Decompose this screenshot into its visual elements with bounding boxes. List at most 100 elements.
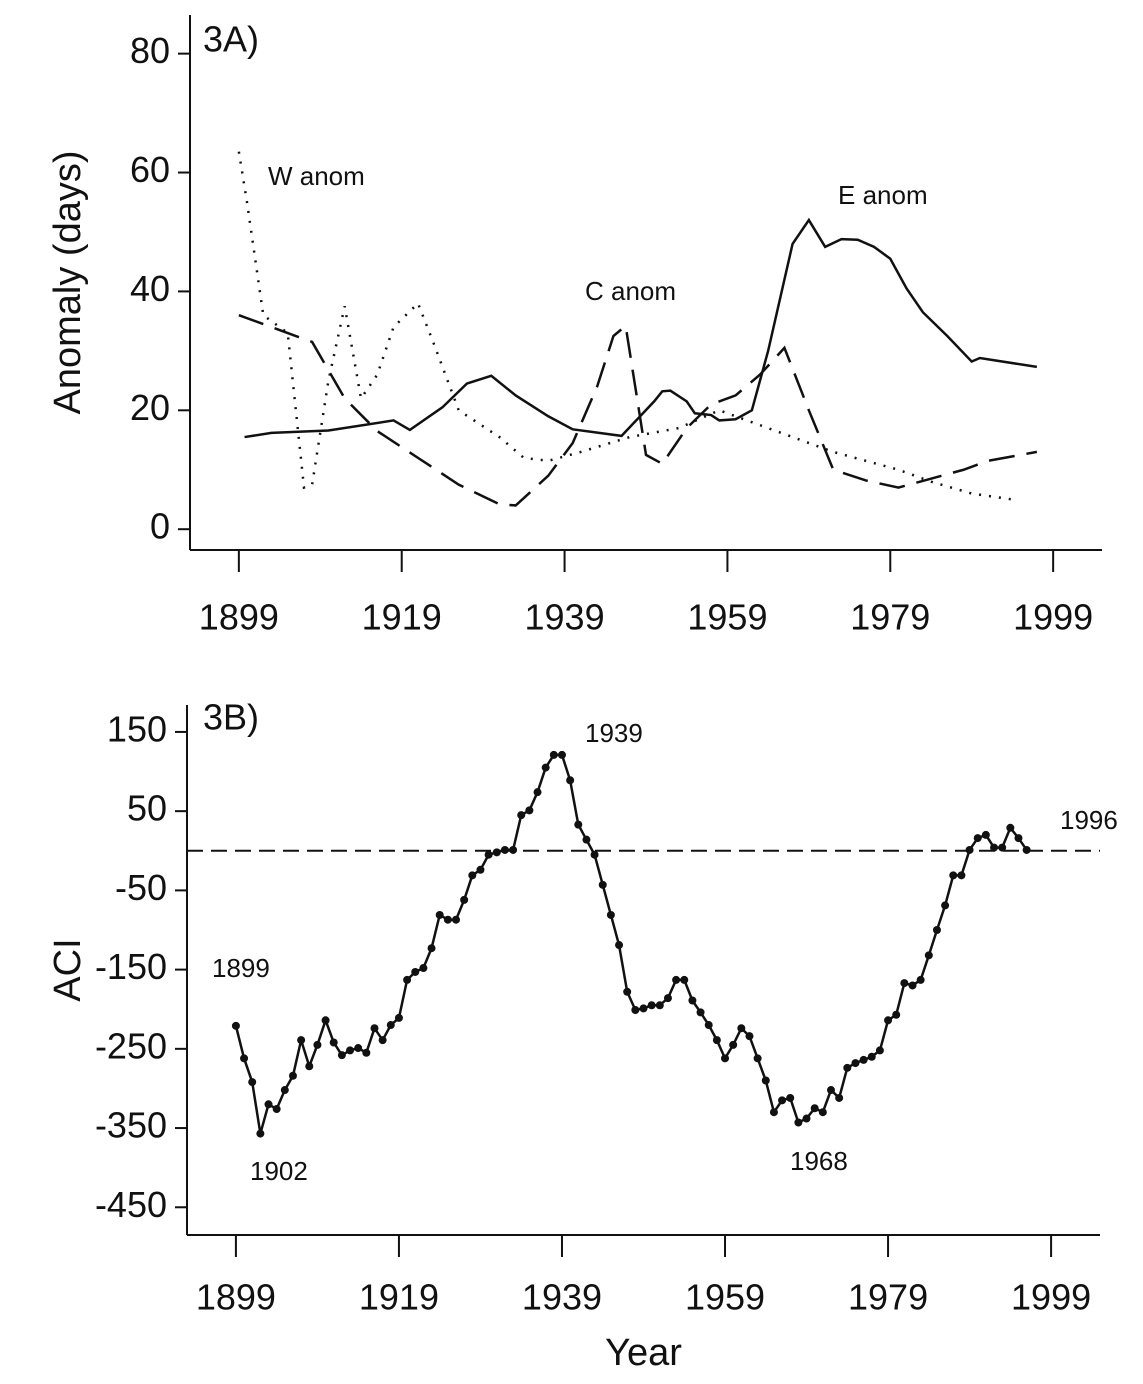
- y-tick-label: -450: [95, 1184, 167, 1225]
- point: [354, 1044, 363, 1053]
- point: [452, 915, 461, 924]
- point: [419, 964, 428, 973]
- point: [346, 1046, 355, 1055]
- x-tick-label: 1979: [848, 1277, 928, 1318]
- line-series: ACI: [234, 753, 1028, 1134]
- point: [655, 1001, 664, 1010]
- point: [492, 848, 501, 857]
- point: [517, 811, 526, 820]
- point: [884, 1016, 893, 1025]
- y-tick-label: -350: [95, 1105, 167, 1146]
- point: [297, 1036, 306, 1045]
- point: [924, 951, 933, 960]
- point: [949, 871, 958, 880]
- y-tick-label: 20: [130, 387, 170, 428]
- x-tick-label: 1959: [687, 597, 767, 638]
- point: [443, 915, 452, 924]
- annotation: 3B): [203, 697, 259, 738]
- point: [574, 820, 583, 829]
- point: [1014, 834, 1023, 843]
- point: [737, 1024, 746, 1033]
- y-tick-label: 60: [130, 149, 170, 190]
- point: [460, 895, 469, 904]
- point: [981, 830, 990, 839]
- point: [990, 843, 999, 852]
- x-tick-label: 1919: [359, 1277, 439, 1318]
- point: [598, 880, 607, 889]
- point: [818, 1108, 827, 1117]
- point: [680, 975, 689, 984]
- point: [541, 763, 550, 772]
- point: [549, 750, 558, 759]
- x-tick-label: 1959: [685, 1277, 765, 1318]
- point: [533, 788, 542, 797]
- x-axis-label: Year: [605, 1332, 682, 1374]
- point: [378, 1036, 387, 1045]
- y-tick-label: 40: [130, 268, 170, 309]
- point: [256, 1129, 265, 1138]
- annotation: 1899: [212, 953, 270, 983]
- x-tick-label: 1899: [199, 597, 279, 638]
- point: [631, 1006, 640, 1015]
- annotation: C anom: [585, 276, 676, 306]
- point: [623, 987, 632, 996]
- point: [786, 1093, 795, 1102]
- point: [778, 1096, 787, 1105]
- point: [704, 1021, 713, 1030]
- point: [362, 1048, 371, 1057]
- point: [1006, 823, 1015, 832]
- y-tick-label: -50: [115, 867, 167, 908]
- point: [729, 1040, 738, 1049]
- x-tick-label: 1939: [522, 1277, 602, 1318]
- annotation: W anom: [268, 161, 365, 191]
- point: [566, 776, 575, 785]
- point: [769, 1108, 778, 1117]
- point: [370, 1024, 379, 1033]
- point: [826, 1086, 835, 1095]
- point: [280, 1086, 289, 1095]
- point: [606, 910, 615, 919]
- point: [337, 1051, 346, 1060]
- point: [386, 1021, 395, 1030]
- y-tick-label: -250: [95, 1025, 167, 1066]
- point: [957, 871, 966, 880]
- point: [900, 979, 909, 988]
- y-tick-label: -150: [95, 946, 167, 987]
- point: [394, 1013, 403, 1022]
- point: [403, 975, 412, 984]
- x-tick-label: 1979: [850, 597, 930, 638]
- point: [582, 835, 591, 844]
- point: [248, 1078, 257, 1087]
- point: [525, 806, 534, 815]
- x-tick-label: 1999: [1011, 1277, 1091, 1318]
- point: [998, 843, 1007, 852]
- point: [875, 1046, 884, 1055]
- line-series: C anom: [238, 314, 1038, 507]
- point: [973, 834, 982, 843]
- y-tick-label: 0: [150, 506, 170, 547]
- point: [288, 1071, 297, 1080]
- point: [696, 1008, 705, 1017]
- point: [672, 975, 681, 984]
- point: [843, 1063, 852, 1072]
- point: [647, 1001, 656, 1010]
- point: [916, 975, 925, 984]
- point: [794, 1118, 803, 1127]
- annotation: 1968: [790, 1146, 848, 1176]
- annotation: 1996: [1060, 805, 1118, 835]
- point: [745, 1032, 754, 1041]
- point: [639, 1004, 648, 1013]
- point: [1022, 845, 1031, 854]
- point: [810, 1104, 819, 1113]
- point: [484, 850, 493, 859]
- point: [892, 1010, 901, 1019]
- point: [321, 1016, 330, 1025]
- point: [231, 1021, 240, 1030]
- point: [688, 996, 697, 1005]
- point: [427, 944, 436, 953]
- point: [509, 845, 518, 854]
- point: [663, 994, 672, 1003]
- point: [264, 1100, 273, 1109]
- point: [557, 750, 566, 759]
